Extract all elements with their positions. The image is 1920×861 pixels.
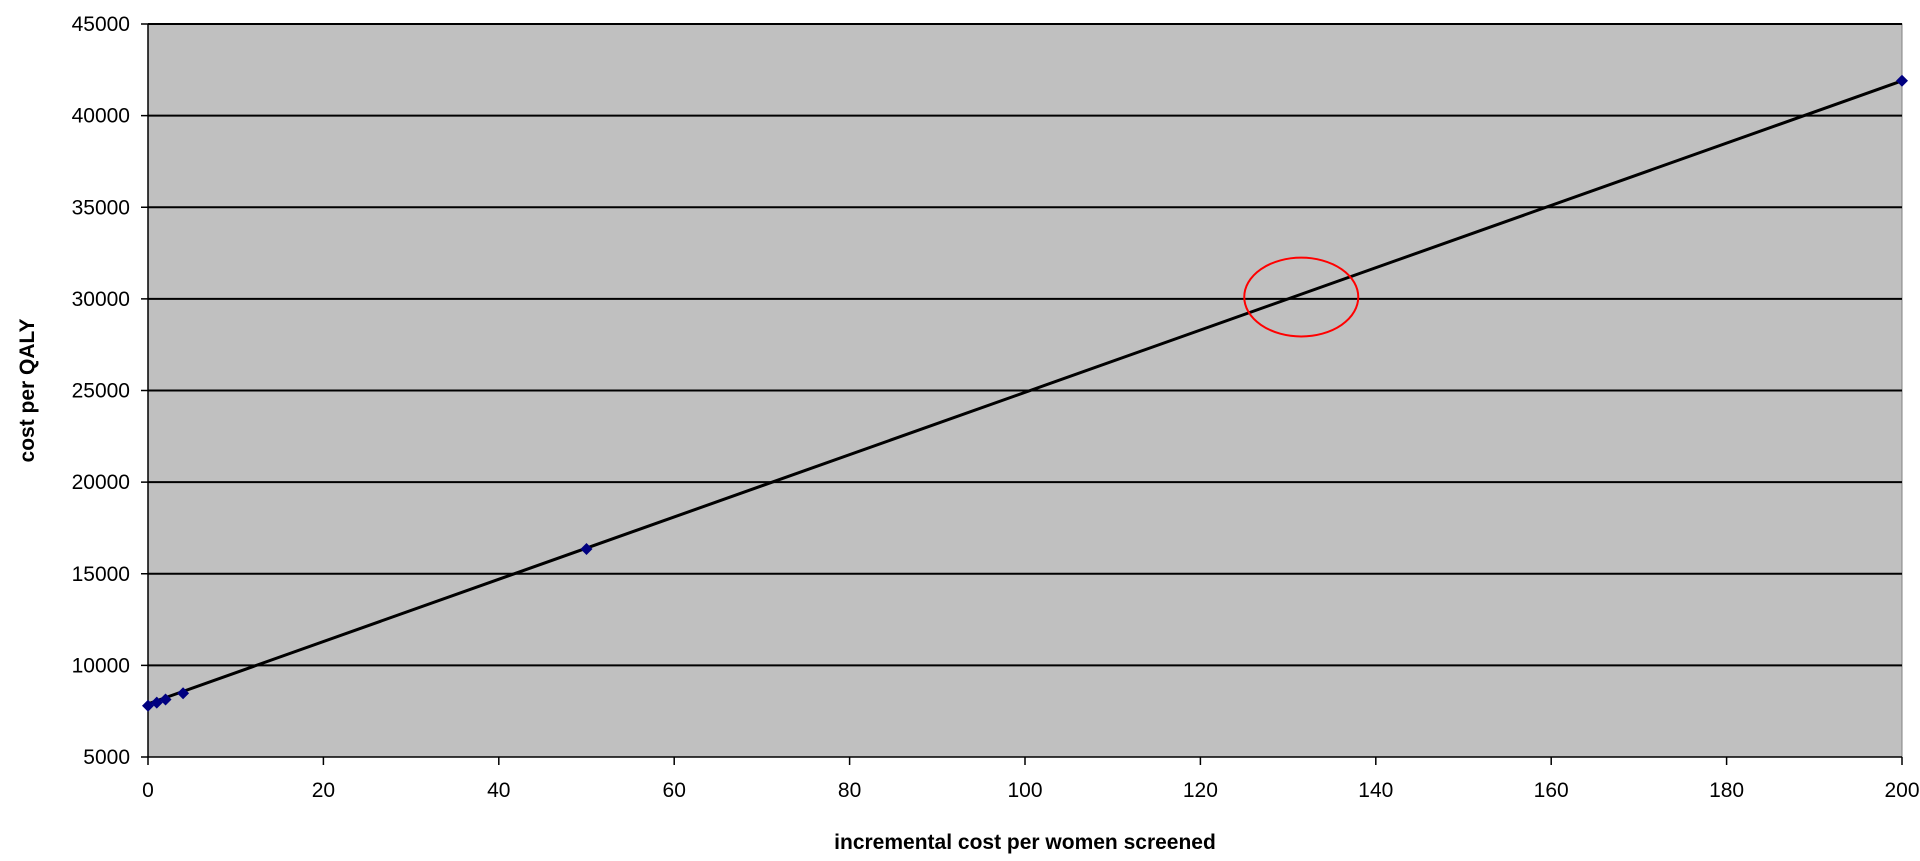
data-point xyxy=(159,693,172,706)
x-tick-label: 120 xyxy=(1183,779,1218,802)
y-axis-title: cost per QALY xyxy=(16,319,39,463)
y-tick-label: 35000 xyxy=(72,196,130,219)
y-tick-label: 10000 xyxy=(72,654,130,677)
data-points xyxy=(142,74,1908,712)
x-tick-label: 0 xyxy=(142,779,154,802)
y-tick-label: 20000 xyxy=(72,471,130,494)
x-axis-ticks: 0 20 40 60 80 100 120 140 160 180 200 xyxy=(142,757,1920,802)
y-tick-label: 15000 xyxy=(72,563,130,586)
x-axis-title: incremental cost per women screened xyxy=(834,831,1216,854)
annotation-circle xyxy=(1243,256,1360,338)
data-point xyxy=(1896,74,1908,87)
x-tick-label: 60 xyxy=(663,779,686,802)
y-tick-label: 30000 xyxy=(72,288,130,311)
y-tick-label: 5000 xyxy=(83,746,130,769)
x-tick-label: 40 xyxy=(487,779,510,802)
x-tick-label: 180 xyxy=(1709,779,1744,802)
trendline xyxy=(147,79,1903,706)
x-tick-label: 80 xyxy=(838,779,861,802)
data-point xyxy=(580,543,593,556)
y-axis-ticks: 5000 10000 15000 20000 25000 30000 35000 40000 4… xyxy=(72,13,148,769)
x-tick-label: 140 xyxy=(1358,779,1393,802)
data-point xyxy=(177,687,190,700)
y-tick-label: 40000 xyxy=(72,105,130,128)
trendline-layer xyxy=(147,79,1903,706)
y-tick-label: 45000 xyxy=(72,13,130,36)
x-tick-label: 20 xyxy=(312,779,335,802)
x-tick-label: 200 xyxy=(1884,779,1919,802)
y-tick-label: 25000 xyxy=(72,380,130,403)
annotations xyxy=(1243,256,1360,338)
x-tick-label: 100 xyxy=(1007,779,1042,802)
x-tick-label: 160 xyxy=(1534,779,1569,802)
